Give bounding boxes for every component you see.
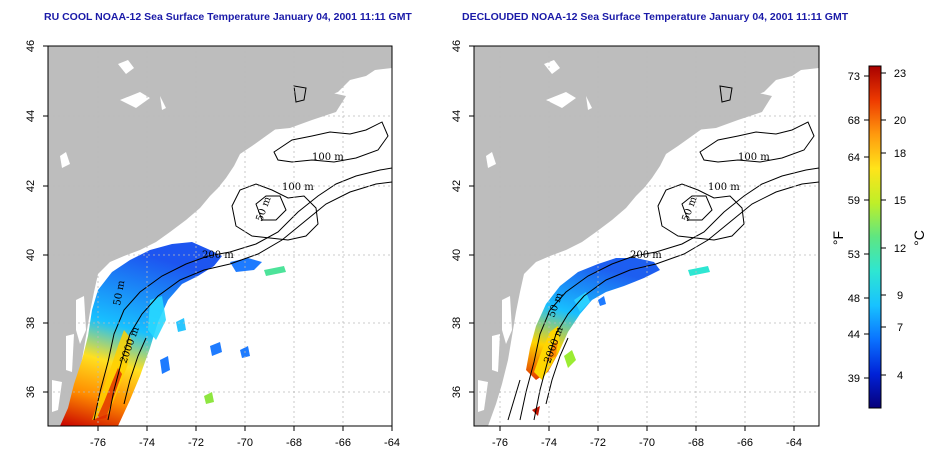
color-bar: 73 68 64 59 53 48 44 39 23 20 18 15 12 9… — [830, 65, 927, 409]
color-bar-gradient — [868, 65, 882, 409]
lat-tick-label: 42 — [25, 180, 37, 192]
celsius-tick-label: 23 — [894, 68, 906, 80]
celsius-tick-label: 15 — [894, 195, 906, 207]
bathymetry-contours — [507, 85, 819, 421]
left-lat-tick-labels: 46 44 42 40 38 36 — [25, 40, 37, 398]
left-lon-tick-labels: -76 -74 -72 -70 -68 -66 -64 — [90, 437, 400, 449]
fahrenheit-tick-label: 64 — [848, 152, 860, 164]
contour-label: 100 m — [708, 182, 740, 193]
fahrenheit-tick-label: 48 — [848, 293, 860, 305]
right-sst-map: -76 -74 -72 -70 -68 -66 -64 46 44 42 40 … — [451, 40, 820, 449]
lat-tick-label: 40 — [25, 249, 37, 261]
lon-tick-label: -68 — [688, 437, 704, 449]
lat-tick-label: 40 — [451, 249, 463, 261]
lat-tick-label: 38 — [25, 317, 37, 329]
lat-tick-label: 46 — [25, 40, 37, 52]
lon-tick-label: -72 — [590, 437, 606, 449]
fahrenheit-tick-label: 68 — [848, 115, 860, 127]
lat-tick-label: 36 — [451, 386, 463, 398]
fahrenheit-unit-label: °F — [830, 231, 846, 245]
celsius-tick-label: 12 — [894, 243, 906, 255]
lat-tick-label: 36 — [25, 386, 37, 398]
left-map-title: RU COOL NOAA-12 Sea Surface Temperature … — [44, 11, 412, 23]
celsius-ticks: 23 20 18 15 12 9 7 4 — [894, 68, 906, 382]
contour-label: 200 m — [630, 250, 662, 261]
contour-label: 200 m — [202, 250, 234, 261]
fahrenheit-ticks: 73 68 64 59 53 48 44 39 — [848, 71, 860, 385]
contour-label: 100 m — [738, 152, 770, 163]
lon-tick-label: -74 — [541, 437, 557, 449]
lat-tick-label: 44 — [25, 110, 37, 122]
fahrenheit-tick-label: 44 — [848, 329, 860, 341]
celsius-tick-label: 7 — [897, 322, 903, 334]
lat-tick-label: 46 — [451, 40, 463, 52]
contour-label: 50 m — [112, 279, 127, 306]
left-sst-map: -76 -74 -72 -70 -68 -66 -64 46 44 42 40 … — [25, 40, 400, 449]
bathymetry-contours — [93, 85, 392, 421]
lat-tick-label: 44 — [451, 110, 463, 122]
lon-tick-label: -64 — [786, 437, 802, 449]
celsius-unit-label: °C — [911, 230, 927, 246]
celsius-tick-label: 4 — [897, 370, 903, 382]
lat-tick-label: 38 — [451, 317, 463, 329]
lon-tick-label: -76 — [492, 437, 508, 449]
fahrenheit-tick-label: 59 — [848, 195, 860, 207]
lat-tick-label: 42 — [451, 180, 463, 192]
right-lat-tick-labels: 46 44 42 40 38 36 — [451, 40, 463, 398]
celsius-tick-label: 18 — [894, 148, 906, 160]
lon-tick-label: -64 — [384, 437, 400, 449]
celsius-tick-label: 9 — [897, 290, 903, 302]
lon-tick-label: -70 — [237, 437, 253, 449]
contour-label: 100 m — [282, 182, 314, 193]
right-map-title: DECLOUDED NOAA-12 Sea Surface Temperatur… — [462, 11, 849, 23]
fahrenheit-tick-label: 73 — [848, 71, 860, 83]
celsius-tick-label: 20 — [894, 115, 906, 127]
right-lon-tick-labels: -76 -74 -72 -70 -68 -66 -64 — [492, 437, 802, 449]
land-mass — [474, 46, 819, 426]
lon-tick-label: -68 — [286, 437, 302, 449]
land-mass — [48, 46, 392, 426]
lon-tick-label: -74 — [139, 437, 155, 449]
fahrenheit-tick-label: 53 — [848, 249, 860, 261]
lon-tick-label: -70 — [639, 437, 655, 449]
contour-label: 100 m — [312, 152, 344, 163]
lon-tick-label: -66 — [737, 437, 753, 449]
sst-swath — [60, 242, 222, 426]
sst-swath — [526, 258, 660, 380]
lon-tick-label: -72 — [188, 437, 204, 449]
lon-tick-label: -76 — [90, 437, 106, 449]
fahrenheit-tick-label: 39 — [848, 373, 860, 385]
lon-tick-label: -66 — [335, 437, 351, 449]
